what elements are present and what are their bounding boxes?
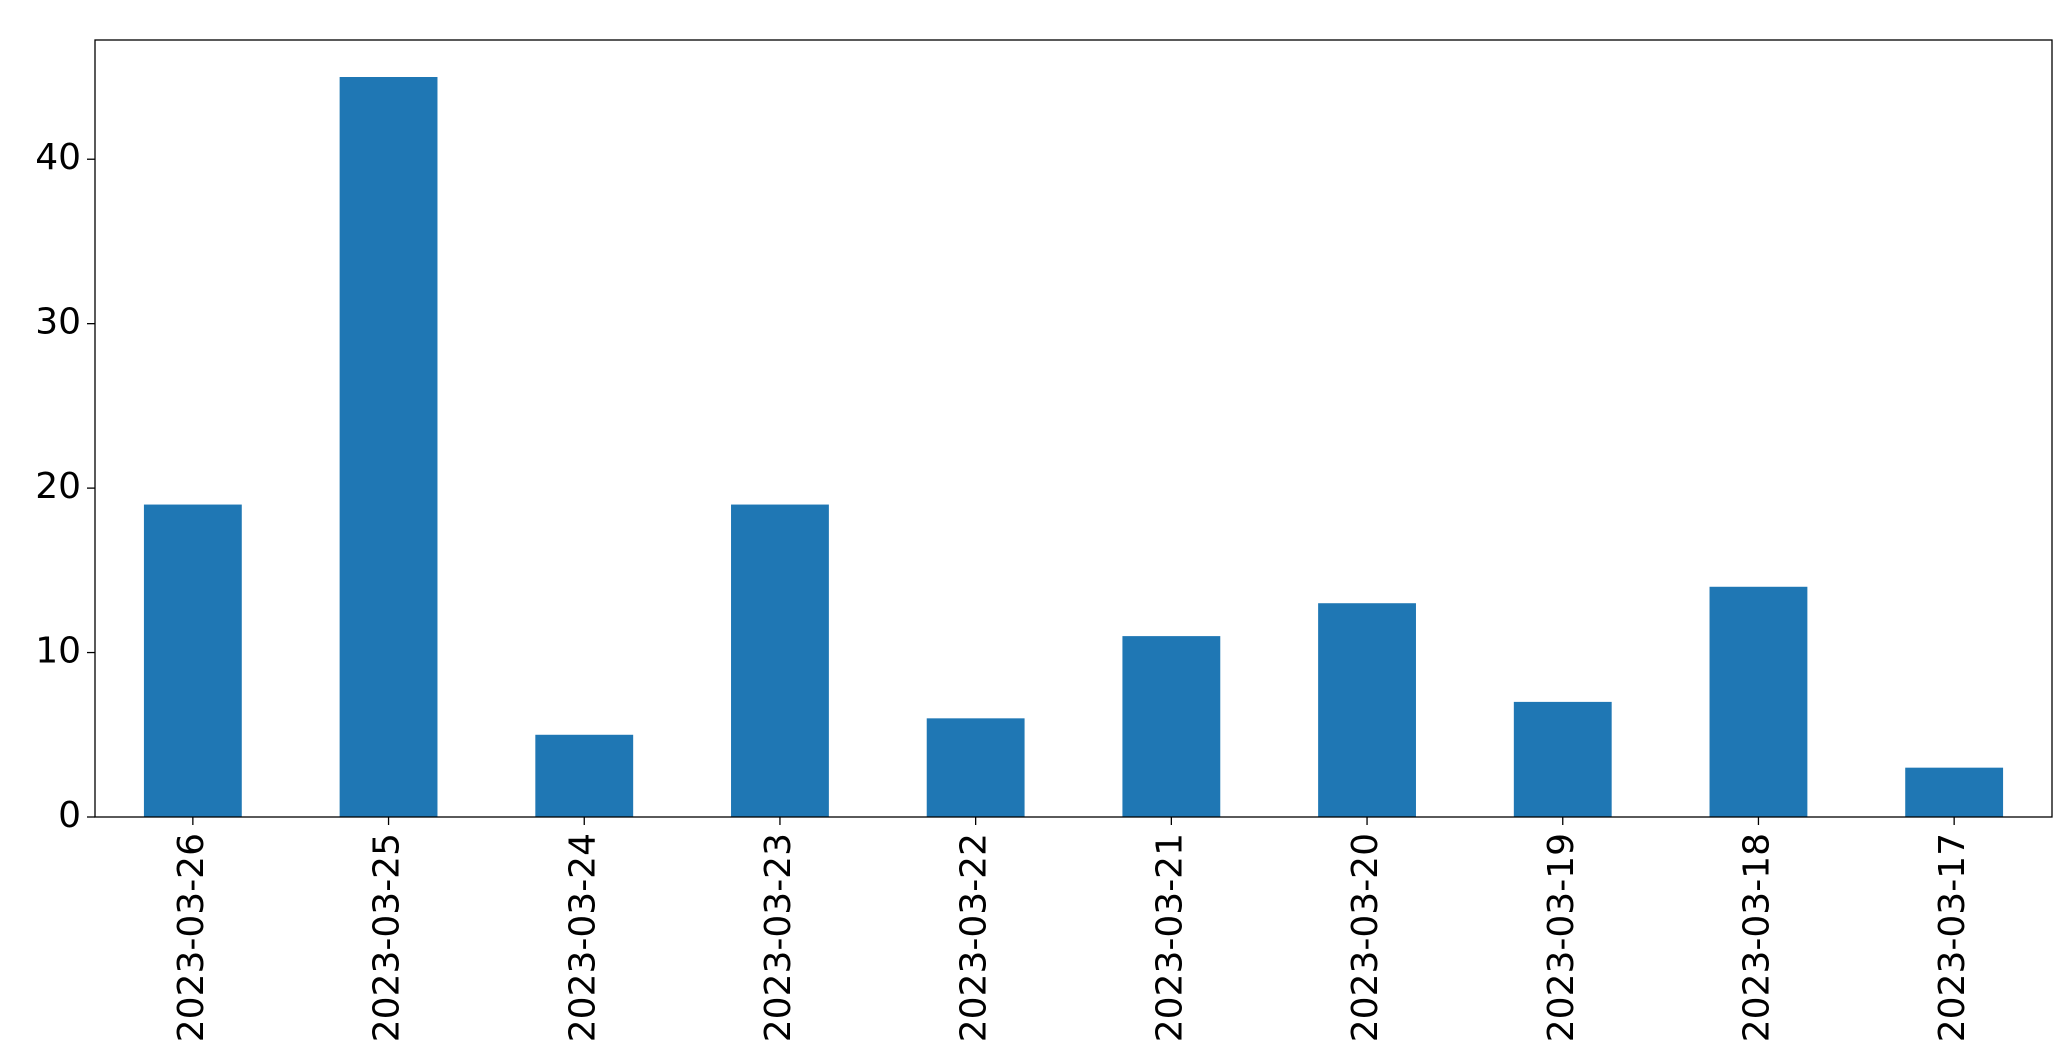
y-tick-label: 20 bbox=[35, 466, 81, 507]
x-tick-label: 2023-03-22 bbox=[954, 833, 995, 1042]
bar bbox=[535, 734, 634, 817]
x-tick-label: 2023-03-18 bbox=[1736, 833, 1777, 1042]
x-tick-label: 2023-03-23 bbox=[758, 833, 799, 1042]
x-tick-label: 2023-03-21 bbox=[1149, 833, 1190, 1042]
bar bbox=[1122, 636, 1221, 817]
x-tick-label: 2023-03-26 bbox=[171, 833, 212, 1042]
y-tick-label: 0 bbox=[58, 795, 81, 836]
bar bbox=[339, 77, 438, 817]
bar bbox=[1318, 603, 1416, 817]
bar bbox=[1905, 767, 2004, 817]
bar bbox=[143, 504, 242, 817]
x-tick-label: 2023-03-24 bbox=[562, 833, 603, 1042]
y-tick-label: 30 bbox=[35, 302, 81, 343]
y-tick-label: 10 bbox=[35, 631, 81, 672]
bar bbox=[1709, 586, 1808, 817]
x-tick-label: 2023-03-25 bbox=[367, 833, 408, 1042]
bar bbox=[926, 718, 1025, 817]
plot-frame bbox=[94, 39, 2053, 818]
x-tick-label: 2023-03-17 bbox=[1932, 833, 1973, 1042]
y-tick-label: 40 bbox=[35, 137, 81, 178]
x-tick-label: 2023-03-20 bbox=[1345, 833, 1386, 1042]
bar bbox=[1513, 701, 1612, 817]
x-tick-label: 2023-03-19 bbox=[1541, 833, 1582, 1042]
bar bbox=[731, 504, 829, 817]
